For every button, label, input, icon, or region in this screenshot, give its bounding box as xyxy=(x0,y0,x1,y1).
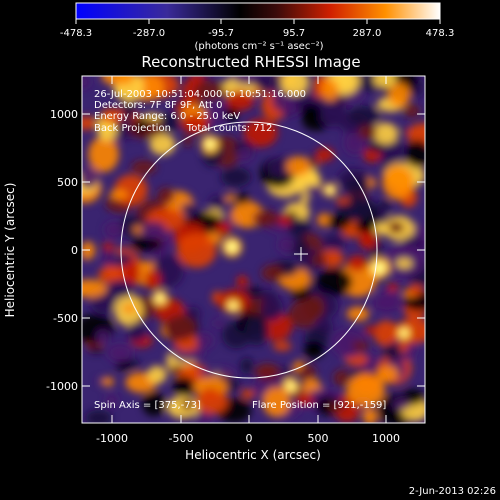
y-tick-labels: 1000 500 0 -500 -1000 xyxy=(46,108,78,393)
x-axis-label: Heliocentric X (arcsec) xyxy=(185,448,321,462)
x-tick-label: -1000 xyxy=(96,432,128,445)
colorbar: -478.3 -287.0 -95.7 95.7 287.0 478.3 (ph… xyxy=(60,2,455,52)
x-tick-label: 0 xyxy=(246,432,253,445)
y-tick-label: -1000 xyxy=(46,380,78,393)
colorbar-ticks xyxy=(75,19,441,24)
y-tick-label: 1000 xyxy=(50,108,78,121)
colorbar-tick-3: -95.7 xyxy=(208,28,234,39)
plot-title: Reconstructed RHESSI Image xyxy=(141,53,360,71)
colorbar-tick-1: -478.3 xyxy=(60,28,92,39)
info-method-counts: Back Projection Total counts: 712. xyxy=(94,123,276,134)
image-area xyxy=(82,76,425,423)
spin-axis-marker xyxy=(294,247,308,261)
info-energy-range: Energy Range: 6.0 - 25.0 keV xyxy=(94,111,240,122)
colorbar-tick-6: 478.3 xyxy=(426,28,455,39)
colorbar-gradient xyxy=(75,2,441,20)
info-block: 26-Jul-2003 10:51:04.000 to 10:51:16.000… xyxy=(94,89,306,134)
colorbar-tick-5: 287.0 xyxy=(353,28,382,39)
x-tick-label: 1000 xyxy=(372,432,400,445)
y-tick-label: 0 xyxy=(71,244,78,257)
x-tick-label: -500 xyxy=(169,432,194,445)
y-axis-label: Heliocentric Y (arcsec) xyxy=(3,183,17,318)
colorbar-units-label: (photons cm⁻² s⁻¹ asec⁻²) xyxy=(194,41,323,52)
spin-axis-label: Spin Axis = [375,-73] xyxy=(94,400,201,411)
date-stamp: 2-Jun-2013 02:26 xyxy=(409,486,496,497)
x-tick-label: 500 xyxy=(308,432,329,445)
intensity-map xyxy=(82,76,425,423)
y-tick-label: -500 xyxy=(53,312,78,325)
colorbar-tick-4: 95.7 xyxy=(283,28,305,39)
solar-limb-circle xyxy=(120,121,378,379)
info-detectors: Detectors: 7F 8F 9F, Att 0 xyxy=(94,100,222,111)
flare-position-label: Flare Position = [921,-159] xyxy=(252,400,386,411)
x-tick-labels: -1000 -500 0 500 1000 xyxy=(96,432,400,445)
axis-ticks xyxy=(82,76,425,423)
colorbar-tick-2: -287.0 xyxy=(133,28,165,39)
info-time-range: 26-Jul-2003 10:51:04.000 to 10:51:16.000 xyxy=(94,89,306,100)
y-tick-label: 500 xyxy=(57,176,78,189)
